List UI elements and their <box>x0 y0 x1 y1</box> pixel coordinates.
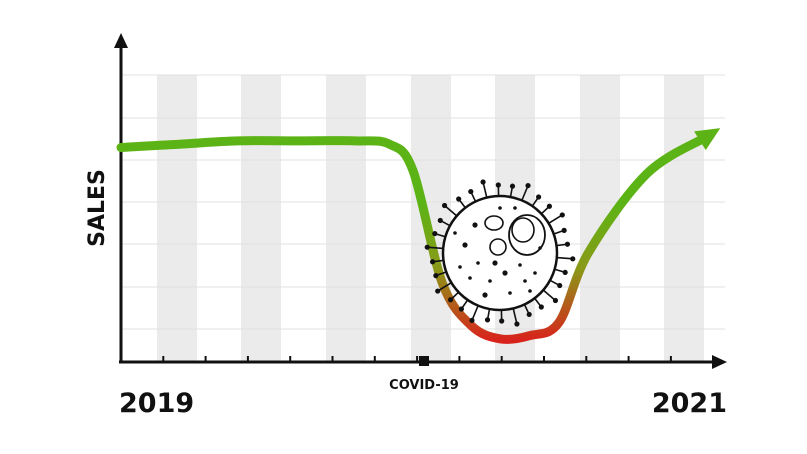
x-axis-arrow <box>712 355 727 369</box>
grid-band <box>241 75 281 362</box>
y-axis-arrow <box>114 33 128 48</box>
grid-band <box>326 75 366 362</box>
y-axis-label: SALES <box>85 169 110 247</box>
grid-band <box>157 75 197 362</box>
x-axis-ticks <box>162 356 672 362</box>
grid-band <box>664 75 704 362</box>
series-arrowhead <box>694 128 721 151</box>
grid-band <box>411 75 451 362</box>
x-end-label: 2021 <box>652 388 727 419</box>
x-start-label: 2019 <box>119 388 194 419</box>
event-marker <box>419 356 429 366</box>
virus-icon <box>424 179 576 327</box>
series-line <box>116 133 710 344</box>
event-label: COVID-19 <box>389 378 459 393</box>
